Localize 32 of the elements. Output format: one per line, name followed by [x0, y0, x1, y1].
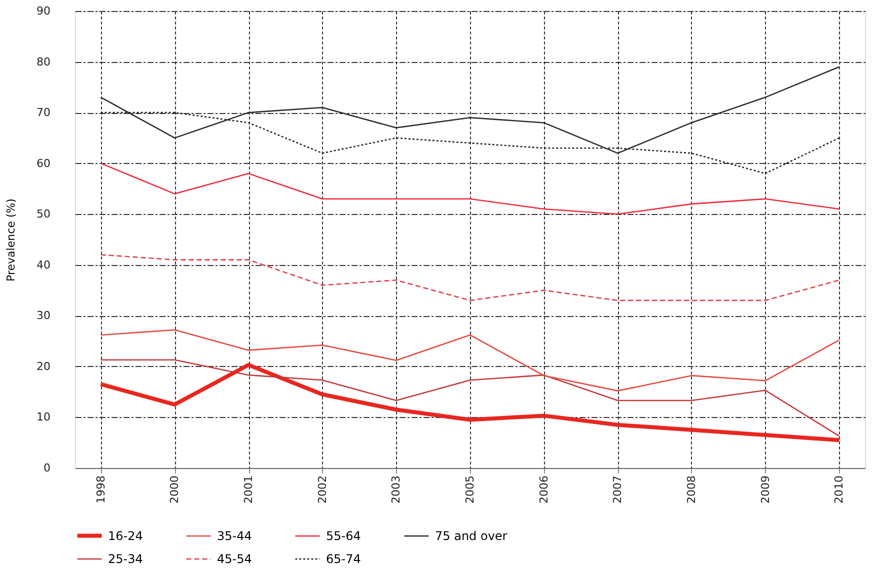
- y-tick-label: 80: [36, 55, 50, 68]
- x-tick-label: 2007: [611, 476, 624, 504]
- y-tick-label: 70: [36, 106, 50, 120]
- y-tick-label: 30: [36, 309, 50, 322]
- x-tick-label: 2002: [316, 476, 329, 504]
- y-tick-label: 60: [36, 156, 50, 170]
- legend-label: 35-44: [217, 529, 252, 543]
- y-tick-label: 40: [36, 258, 50, 272]
- y-axis-title: Prevalence (%): [4, 198, 18, 282]
- x-tick-label: 2009: [758, 476, 772, 504]
- x-tick-label: 2005: [464, 476, 476, 504]
- line-series: [100, 329, 840, 392]
- x-tick-label: 2000: [168, 476, 182, 504]
- legend-label: 55-64: [326, 529, 361, 543]
- y-tick-label: 0: [44, 462, 50, 474]
- line-series: [100, 254, 840, 302]
- line-series: [100, 162, 840, 215]
- y-tick-label: 50: [36, 208, 50, 221]
- x-tick-label: 1998: [94, 476, 108, 504]
- legend-label: 65-74: [326, 552, 361, 566]
- y-tick-label: 90: [36, 4, 50, 18]
- y-tick-label: 10: [36, 410, 50, 424]
- x-tick-label: 2006: [537, 476, 550, 504]
- x-tick-label: 2003: [390, 476, 403, 504]
- legend-label: 45-54: [217, 552, 252, 566]
- legend-label: 75 and over: [435, 529, 508, 543]
- x-tick-label: 2008: [684, 476, 698, 504]
- x-tick-label: 2001: [242, 476, 256, 504]
- y-tick-label: 20: [36, 360, 50, 373]
- legend-label: 25-34: [108, 552, 143, 566]
- x-tick-label: 2010: [832, 476, 846, 504]
- legend-label: 16-24: [108, 528, 143, 543]
